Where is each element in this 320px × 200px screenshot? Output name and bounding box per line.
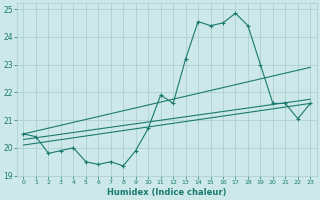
X-axis label: Humidex (Indice chaleur): Humidex (Indice chaleur) bbox=[107, 188, 227, 197]
